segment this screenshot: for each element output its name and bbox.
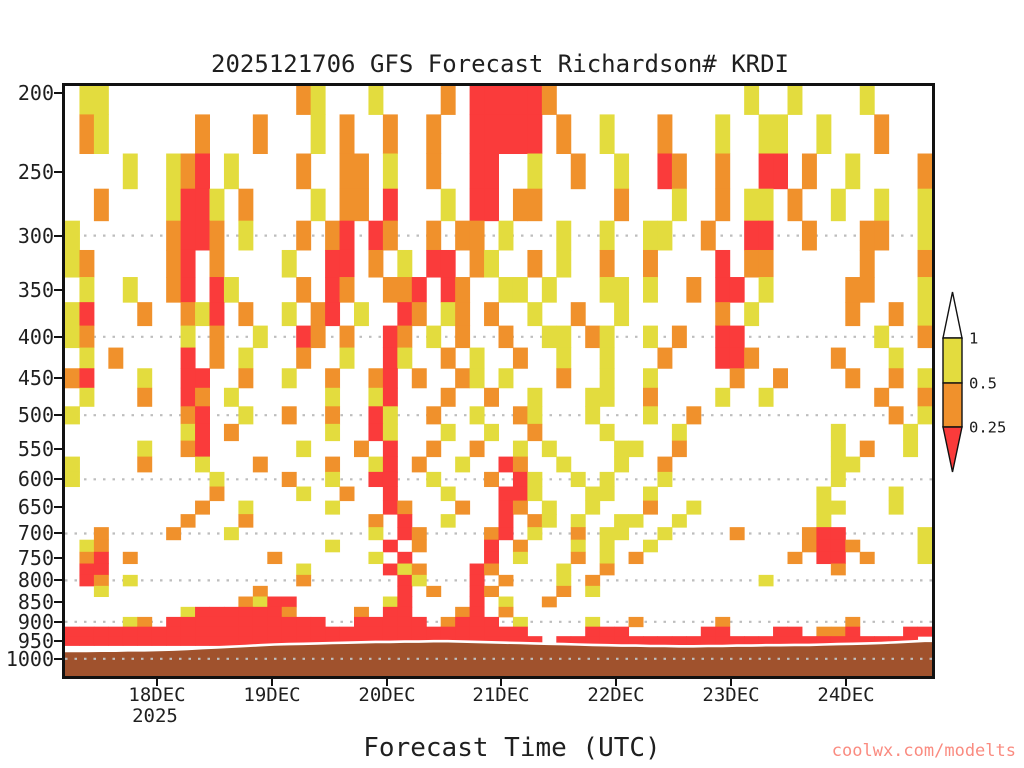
colorbar-label-0.25: 0.25 [969, 419, 1006, 437]
y-tick-650 [54, 506, 65, 508]
x-tick-21DEC [500, 676, 502, 686]
x-axis-title: Forecast Time (UTC) [363, 733, 661, 763]
y-tick-label-400: 400 [17, 325, 54, 349]
y-tick-1000 [54, 658, 65, 660]
y-tick-label-800: 800 [17, 568, 54, 592]
y-tick-600 [54, 478, 65, 480]
x-tick-18DEC [156, 676, 158, 686]
y-tick-900 [54, 621, 65, 623]
x-tick-24DEC [845, 676, 847, 686]
y-tick-label-600: 600 [17, 467, 54, 491]
watermark-link[interactable]: coolwx.com/modelts [831, 741, 1016, 761]
x-tick-23DEC [730, 676, 732, 686]
x-axis-year-label: 2025 [132, 705, 178, 727]
x-tick-label-22DEC: 22DEC [587, 684, 645, 706]
x-tick-label-24DEC: 24DEC [817, 684, 875, 706]
x-tick-20DEC [386, 676, 388, 686]
x-tick-label-20DEC: 20DEC [358, 684, 416, 706]
heatmap-plot-area [65, 86, 932, 676]
plot-frame [62, 83, 935, 679]
richardson-colorbar: 1 0.5 0.25 [942, 291, 1006, 473]
y-tick-200 [54, 92, 65, 94]
x-tick-label-21DEC: 21DEC [472, 684, 530, 706]
x-tick-label-23DEC: 23DEC [702, 684, 760, 706]
y-tick-label-650: 650 [17, 495, 54, 519]
y-tick-label-450: 450 [17, 366, 54, 390]
terrain-fill [65, 640, 932, 676]
y-tick-label-900: 900 [17, 610, 54, 634]
colorbar-label-1: 1 [969, 330, 978, 348]
colorbar-label-0.5: 0.5 [969, 375, 997, 393]
y-tick-label-700: 700 [17, 521, 54, 545]
y-tick-label-950: 950 [17, 629, 54, 653]
y-tick-300 [54, 235, 65, 237]
y-tick-label-250: 250 [17, 160, 54, 184]
y-tick-250 [54, 171, 65, 173]
y-tick-label-750: 750 [17, 546, 54, 570]
x-tick-19DEC [271, 676, 273, 686]
heatmap-cells [65, 86, 932, 646]
y-tick-label-550: 550 [17, 437, 54, 461]
colorbar-bin-0p25-0p5 [942, 382, 963, 428]
colorbar-arrow-below-0p25 [942, 426, 963, 473]
y-tick-850 [54, 601, 65, 603]
y-tick-label-500: 500 [17, 403, 54, 427]
x-tick-label-18DEC: 18DEC [128, 684, 186, 706]
y-tick-450 [54, 377, 65, 379]
y-tick-label-200: 200 [17, 81, 54, 105]
y-tick-label-1000: 1000 [5, 647, 54, 671]
y-tick-400 [54, 336, 65, 338]
x-tick-22DEC [615, 676, 617, 686]
y-tick-550 [54, 448, 65, 450]
y-tick-label-850: 850 [17, 590, 54, 614]
y-tick-750 [54, 557, 65, 559]
y-tick-label-300: 300 [17, 224, 54, 248]
y-tick-500 [54, 414, 65, 416]
colorbar-arrow-above-1 [942, 291, 963, 339]
y-tick-350 [54, 289, 65, 291]
y-tick-label-350: 350 [17, 278, 54, 302]
y-tick-700 [54, 532, 65, 534]
surface-pressure-line [65, 639, 932, 653]
y-tick-800 [54, 579, 65, 581]
y-tick-950 [54, 640, 65, 642]
chart-title: 2025121706 GFS Forecast Richardson# KRDI [211, 50, 789, 78]
x-tick-label-19DEC: 19DEC [243, 684, 301, 706]
colorbar-bin-0p5-1 [942, 337, 963, 384]
